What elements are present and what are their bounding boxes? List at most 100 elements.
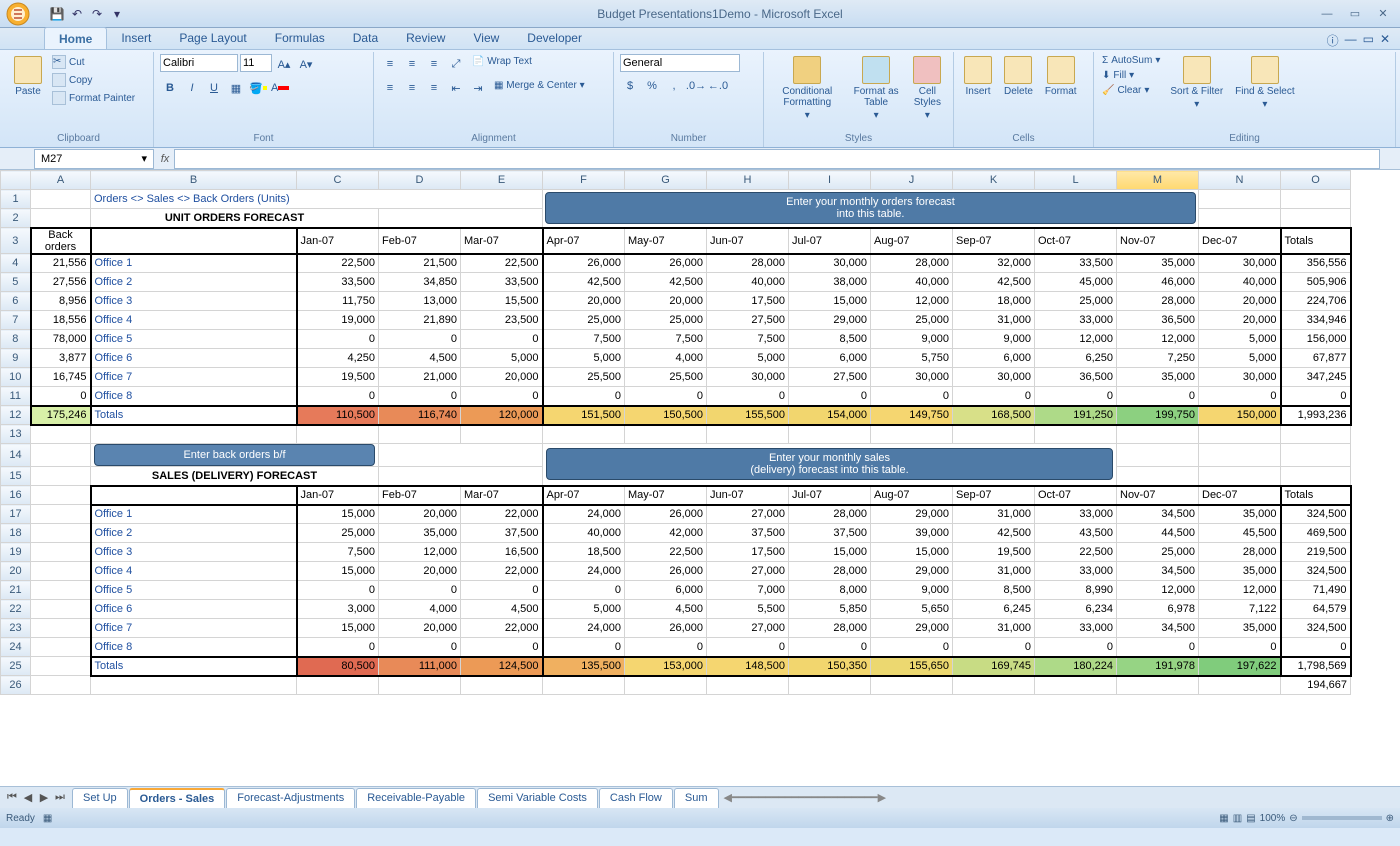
cell[interactable]: 40,000	[1199, 273, 1281, 292]
cell[interactable]: 5,000	[707, 349, 789, 368]
cell[interactable]: 25,000	[625, 311, 707, 330]
cell[interactable]: 151,500	[543, 406, 625, 425]
cell[interactable]: 0	[625, 638, 707, 657]
cell[interactable]: 0	[707, 638, 789, 657]
cell[interactable]	[31, 444, 91, 467]
column-header[interactable]: D	[379, 171, 461, 190]
cell[interactable]: 34,850	[379, 273, 461, 292]
cell[interactable]	[871, 676, 953, 695]
cell[interactable]: Office 3	[91, 543, 297, 562]
cell[interactable]: 116,740	[379, 406, 461, 425]
sheet-tab[interactable]: Receivable-Payable	[356, 788, 476, 808]
cell[interactable]: 0	[871, 387, 953, 406]
cell[interactable]: 219,500	[1281, 543, 1351, 562]
row-header[interactable]: 23	[1, 619, 31, 638]
column-header[interactable]: O	[1281, 171, 1351, 190]
cell[interactable]: 37,500	[789, 524, 871, 543]
cell[interactable]	[91, 425, 297, 444]
tab-data[interactable]: Data	[339, 27, 392, 49]
cell[interactable]: 22,500	[461, 254, 543, 273]
cell[interactable]: 6,234	[1035, 600, 1117, 619]
cell[interactable]: 9,000	[871, 581, 953, 600]
cell[interactable]: 15,000	[871, 543, 953, 562]
cell[interactable]: Office 5	[91, 581, 297, 600]
cell[interactable]: 25,000	[871, 311, 953, 330]
cell[interactable]	[625, 425, 707, 444]
maximize-button[interactable]: ▭	[1342, 5, 1368, 23]
cell[interactable]: UNIT ORDERS FORECAST	[91, 209, 379, 228]
cell[interactable]: SALES (DELIVERY) FORECAST	[91, 467, 379, 486]
cell[interactable]: 25,000	[543, 311, 625, 330]
row-header[interactable]: 13	[1, 425, 31, 444]
sheet-tab[interactable]: Forecast-Adjustments	[226, 788, 355, 808]
currency-icon[interactable]: $	[620, 76, 640, 96]
row-header[interactable]: 26	[1, 676, 31, 695]
cell[interactable]: 8,956	[31, 292, 91, 311]
page-break-icon[interactable]: ▤	[1246, 813, 1255, 824]
next-sheet-icon[interactable]: ▶	[36, 791, 52, 804]
cell[interactable]: 26,000	[625, 505, 707, 524]
column-header[interactable]: E	[461, 171, 543, 190]
cell[interactable]: 8,990	[1035, 581, 1117, 600]
cell[interactable]: 12,000	[1117, 330, 1199, 349]
cell[interactable]: 28,000	[1117, 292, 1199, 311]
autosum-button[interactable]: Σ AutoSum ▾	[1100, 54, 1162, 67]
cell[interactable]	[31, 505, 91, 524]
cell[interactable]	[1117, 425, 1199, 444]
cell[interactable]: 30,000	[1199, 368, 1281, 387]
cell[interactable]: 30,000	[871, 368, 953, 387]
cell[interactable]: 18,556	[31, 311, 91, 330]
cell[interactable]: 17,500	[707, 543, 789, 562]
tab-developer[interactable]: Developer	[513, 27, 596, 49]
cell[interactable]: 0	[707, 387, 789, 406]
cell[interactable]: 4,250	[297, 349, 379, 368]
font-color-button[interactable]: A	[270, 78, 290, 98]
column-header[interactable]: G	[625, 171, 707, 190]
cell[interactable]: 8,000	[789, 581, 871, 600]
zoom-in-icon[interactable]: ⊕	[1386, 813, 1394, 824]
cell[interactable]: 111,000	[379, 657, 461, 676]
cell[interactable]	[31, 209, 91, 228]
cell[interactable]: Office 7	[91, 368, 297, 387]
column-header[interactable]: B	[91, 171, 297, 190]
cell[interactable]: 20,000	[461, 368, 543, 387]
cell[interactable]: 12,000	[1117, 581, 1199, 600]
cell[interactable]: Jun-07	[707, 486, 789, 505]
cell[interactable]	[31, 657, 91, 676]
cell[interactable]: 0	[461, 581, 543, 600]
cell[interactable]: 21,890	[379, 311, 461, 330]
cell[interactable]: 168,500	[953, 406, 1035, 425]
indent-inc-icon[interactable]: ⇥	[468, 78, 488, 98]
cell[interactable]: Totals	[1281, 228, 1351, 254]
row-header[interactable]: 6	[1, 292, 31, 311]
cell[interactable]: 0	[297, 581, 379, 600]
row-header[interactable]: 24	[1, 638, 31, 657]
cell[interactable]: 3,877	[31, 349, 91, 368]
cell[interactable]: 29,000	[789, 311, 871, 330]
cell[interactable]: 0	[1281, 638, 1351, 657]
cell[interactable]: 15,000	[789, 292, 871, 311]
cell[interactable]: 20,000	[379, 562, 461, 581]
cell[interactable]: 153,000	[625, 657, 707, 676]
cell[interactable]: Orders <> Sales <> Back Orders (Units)	[91, 190, 543, 209]
fill-button[interactable]: ⬇ Fill ▾	[1100, 69, 1162, 82]
cell[interactable]: 35,000	[1199, 562, 1281, 581]
cell[interactable]: 31,000	[953, 311, 1035, 330]
cell[interactable]: 71,490	[1281, 581, 1351, 600]
sort-filter-button[interactable]: Sort & Filter ▾	[1166, 54, 1227, 112]
cell[interactable]: 22,500	[625, 543, 707, 562]
row-header[interactable]: 15	[1, 467, 31, 486]
cell[interactable]: 0	[789, 638, 871, 657]
cell[interactable]: 26,000	[625, 254, 707, 273]
cell[interactable]: 27,500	[789, 368, 871, 387]
row-header[interactable]: 8	[1, 330, 31, 349]
cell[interactable]: 42,500	[625, 273, 707, 292]
cell[interactable]: 20,000	[379, 619, 461, 638]
cell[interactable]: 12,000	[379, 543, 461, 562]
italic-button[interactable]: I	[182, 78, 202, 98]
cell[interactable]: Office 5	[91, 330, 297, 349]
cell[interactable]: 0	[379, 387, 461, 406]
format-painter-button[interactable]: Format Painter	[50, 90, 137, 106]
cell[interactable]	[31, 190, 91, 209]
cell[interactable]: 0	[379, 330, 461, 349]
